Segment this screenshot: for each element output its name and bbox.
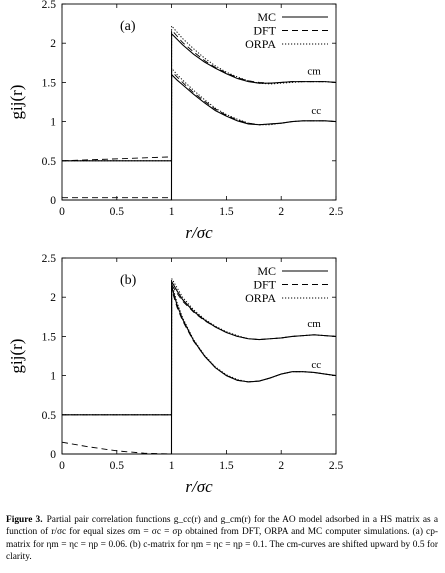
x-tick-label: 0	[59, 206, 65, 218]
y-tick-label: 2.5	[42, 0, 57, 11]
legend-label-orpa: ORPA	[245, 291, 276, 305]
x-tick-label: 2.5	[329, 206, 344, 218]
curve-annotation-cm: cm	[307, 318, 321, 330]
y-axis-label: gij(r)	[7, 339, 26, 374]
curve-annotation-cm: cm	[307, 66, 321, 78]
series-line-orpa-cc	[62, 66, 337, 201]
legend-label-dft: DFT	[253, 24, 276, 38]
y-tick-label: 2	[50, 38, 56, 50]
x-tick-label: 2	[278, 206, 284, 218]
x-tick-label: 1	[169, 206, 175, 218]
x-axis-label: r/σc	[185, 477, 213, 496]
series-line-dft-cc	[61, 289, 337, 455]
series-line-orpa-cc	[62, 282, 337, 455]
x-tick-label: 2	[278, 460, 284, 472]
y-tick-label: 0.5	[42, 410, 57, 422]
panel-a: 0 0.5 1 1.5 2 2.5 0 0.5 1 1.5 2 2.5 r/σc gij(r) (a) MCD…	[7, 0, 343, 242]
curve-annotation-cc: cc	[311, 105, 321, 117]
curve-annotation-cc: cc	[311, 359, 321, 371]
y-tick-label: 0	[50, 449, 56, 461]
legend-label-mc: MC	[257, 264, 276, 278]
y-tick-label: 2	[50, 292, 56, 304]
series-line-mc-cc	[62, 73, 337, 201]
caption-label: Figure 3.	[6, 515, 43, 525]
y-tick-label: 1	[50, 117, 56, 129]
figure-3: 0 0.5 1 1.5 2 2.500.511.522.5r/σcgij(r)(a)MCD…	[7, 0, 343, 496]
caption-text: Partial pair correlation functions g_cc(…	[6, 515, 438, 563]
y-tick-label: 1.5	[42, 331, 57, 343]
legend-label-mc: MC	[257, 10, 276, 24]
y-tick-label: 2.5	[42, 253, 57, 265]
y-tick-label: 1.5	[42, 77, 57, 89]
series-line-orpa-cm	[62, 276, 337, 416]
series-line-dft-cc	[62, 70, 337, 199]
figure-caption: Figure 3. Partial pair correlation functi…	[6, 514, 438, 564]
y-tick-label: 1	[50, 371, 56, 383]
x-tick-label: 0.5	[110, 206, 125, 218]
series-line-mc-cc	[62, 286, 337, 455]
panel-label: (a)	[120, 19, 136, 34]
panel-label: (b)	[120, 273, 137, 288]
panel-b: 0 0.5 1 1.5 2 2.5 0 0.5 1 1.5 2 2.5 r/σc gij(r) (b) MCD…	[7, 253, 343, 496]
x-tick-label: 1.5	[219, 206, 234, 218]
y-tick-label: 0.5	[42, 156, 57, 168]
series-line-orpa-cm	[62, 24, 337, 162]
x-tick-label: 0	[59, 460, 65, 472]
legend-label-orpa: ORPA	[245, 37, 276, 51]
y-tick-label: 0	[50, 195, 56, 207]
x-tick-label: 1.5	[219, 460, 234, 472]
series-line-dft-cm	[61, 28, 337, 162]
plot-frame	[61, 257, 337, 455]
plot-frame	[61, 3, 337, 201]
x-tick-label: 0.5	[110, 460, 125, 472]
x-axis-label: r/σc	[185, 223, 213, 242]
legend-label-dft: DFT	[253, 278, 276, 292]
x-tick-label: 1	[169, 460, 175, 472]
series-line-dft-cm	[62, 283, 337, 416]
y-axis-label: gij(r)	[7, 85, 26, 120]
x-tick-label: 2.5	[329, 460, 344, 472]
